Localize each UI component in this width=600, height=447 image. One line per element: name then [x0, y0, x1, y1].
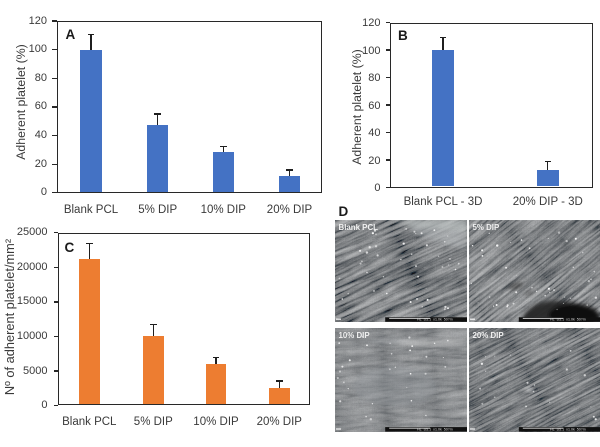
svg-text:HL D5.1 x1.0k 50?m: HL D5.1 x1.0k 50?m	[417, 427, 453, 431]
svg-text:5% DIP: 5% DIP	[473, 223, 500, 232]
svg-text:HL D5.1 x1.0k 50?m: HL D5.1 x1.0k 50?m	[550, 317, 586, 321]
svg-text:Blank PCL: Blank PCL	[339, 223, 379, 232]
svg-text:HL D5.1 x1.0k 50?m: HL D5.1 x1.0k 50?m	[550, 427, 586, 431]
svg-text:10% DIP: 10% DIP	[339, 331, 370, 340]
svg-text:HL D5.1 x1.0k 50?m: HL D5.1 x1.0k 50?m	[417, 317, 453, 321]
svg-text:20% DIP: 20% DIP	[473, 331, 504, 340]
